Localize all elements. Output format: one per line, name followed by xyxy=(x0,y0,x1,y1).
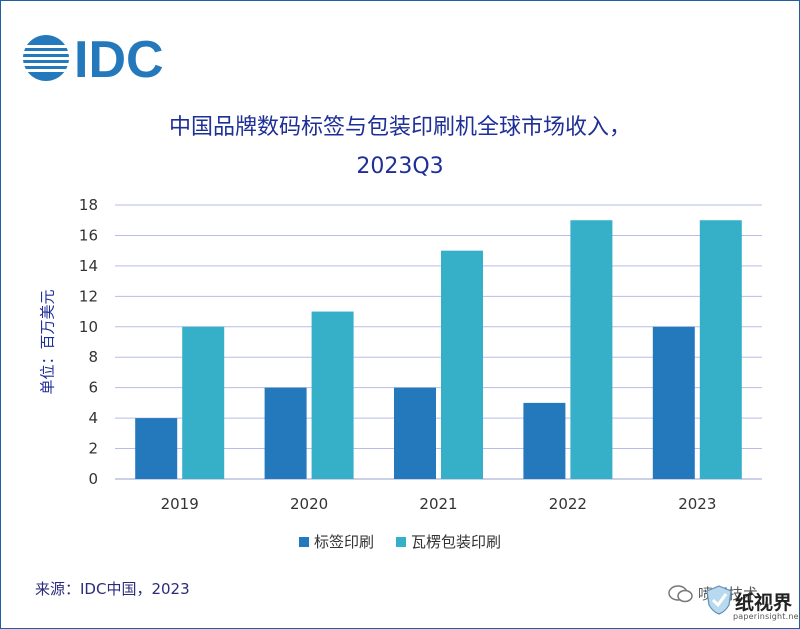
bar-series-2-2023 xyxy=(699,220,742,479)
legend-item-series-2: 瓦楞包装印刷 xyxy=(396,531,501,552)
wechat-icon xyxy=(668,585,693,603)
y-tick-label: 10 xyxy=(79,318,98,336)
idc-logo: IDC xyxy=(22,33,164,83)
y-tick-label: 14 xyxy=(79,257,98,275)
bar-series-1-2022 xyxy=(523,402,566,479)
bar-series-1-2020 xyxy=(264,387,307,479)
legend-label-series-2: 瓦楞包装印刷 xyxy=(411,533,502,551)
y-tick-label: 4 xyxy=(88,409,98,427)
y-tick-label: 6 xyxy=(88,379,98,397)
y-tick-label: 8 xyxy=(88,348,98,366)
bar-series-1-2019 xyxy=(135,418,178,479)
y-tick-label: 0 xyxy=(88,470,98,488)
x-tick-label: 2023 xyxy=(678,495,716,513)
shield-icon xyxy=(706,585,732,615)
chart-title: 中国品牌数码标签与包装印刷机全球市场收入， xyxy=(168,115,631,140)
legend-label-series-1: 标签印刷 xyxy=(313,533,374,551)
x-tick-label: 2020 xyxy=(290,495,328,513)
idc-logo-text: IDC xyxy=(74,33,164,83)
x-tick-label: 2019 xyxy=(161,495,199,513)
y-tick-label: 2 xyxy=(88,440,98,458)
legend-swatch-series-2 xyxy=(396,536,406,547)
y-tick-label: 16 xyxy=(79,226,98,244)
legend: 标签印刷 瓦楞包装印刷 xyxy=(0,531,800,552)
bar-series-2-2021 xyxy=(441,250,483,479)
x-tick-label: 2021 xyxy=(419,495,457,513)
bar-series-2-2020 xyxy=(311,311,354,479)
x-tick-label: 2022 xyxy=(549,495,587,513)
legend-swatch-series-1 xyxy=(298,536,309,547)
bar-series-1-2023 xyxy=(652,326,695,479)
watermark-brand: 纸视界 xyxy=(735,592,793,614)
chart-subtitle: 2023Q3 xyxy=(356,154,444,179)
watermark-url: paperinsight.net xyxy=(733,612,800,621)
y-tick-label: 18 xyxy=(79,196,98,214)
source-note: 来源：IDC中国，2023 xyxy=(35,580,190,598)
legend-item-series-1: 标签印刷 xyxy=(298,531,374,552)
bar-series-2-2019 xyxy=(182,326,225,479)
bar-series-2-2022 xyxy=(570,220,613,479)
y-tick-label: 12 xyxy=(79,287,98,305)
bar-series-1-2021 xyxy=(394,387,436,479)
